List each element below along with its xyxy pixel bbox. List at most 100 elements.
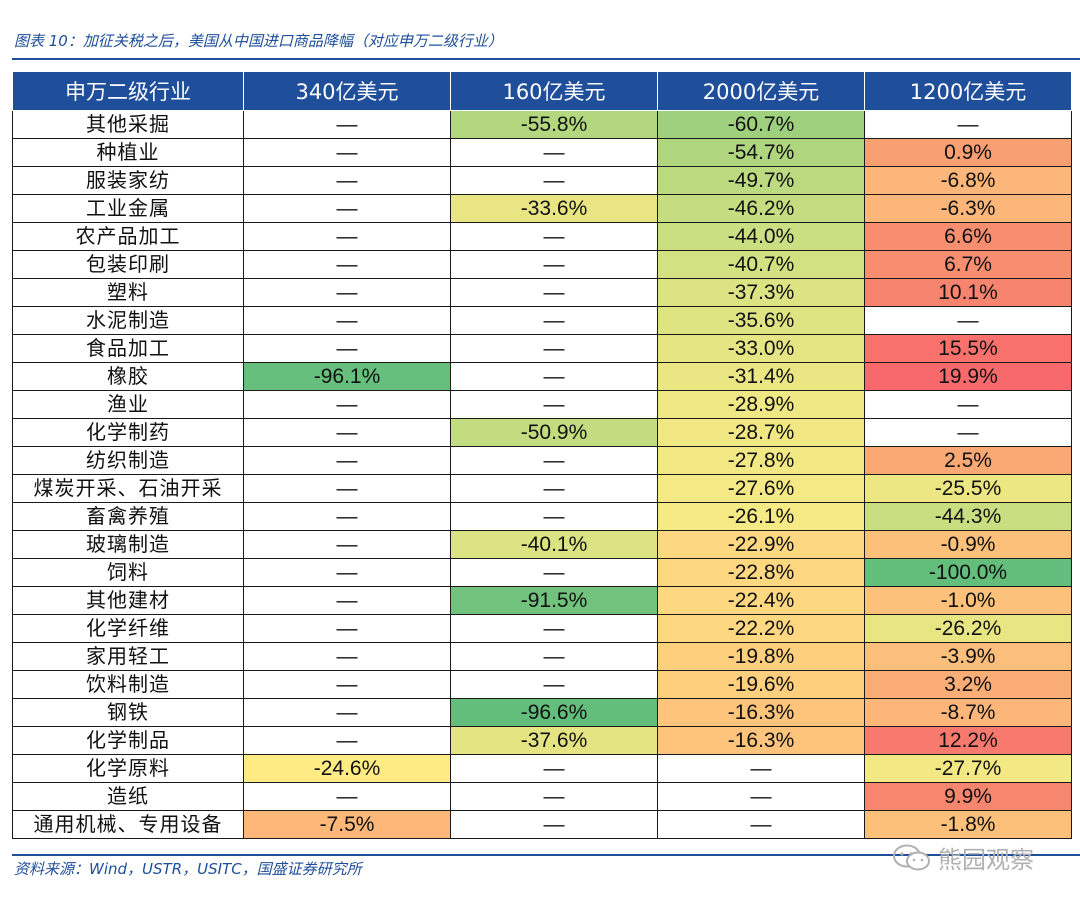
value-cell: — [864, 390, 1072, 419]
table-row: 其他采掘 — -55.8% -60.7% — [12, 110, 1072, 139]
table-row: 化学制品 — -37.6% -16.3% 12.2% [12, 726, 1072, 755]
value-cell: -28.7% [657, 418, 865, 447]
value-cell: -8.7% [864, 698, 1072, 727]
value-cell: — [243, 306, 451, 335]
industry-cell: 通用机械、专用设备 [12, 810, 244, 839]
value-cell: -44.3% [864, 502, 1072, 531]
value-cell: -26.2% [864, 614, 1072, 643]
value-cell: — [243, 586, 451, 615]
value-cell: — [450, 222, 658, 251]
value-cell: — [657, 754, 865, 783]
value-cell: -3.9% [864, 642, 1072, 671]
industry-cell: 橡胶 [12, 362, 244, 391]
value-cell: -40.7% [657, 250, 865, 279]
value-cell: -33.6% [450, 194, 658, 223]
value-cell: — [450, 810, 658, 839]
value-cell: -49.7% [657, 166, 865, 195]
title-divider [12, 58, 1080, 60]
value-cell: — [243, 194, 451, 223]
industry-cell: 饮料制造 [12, 670, 244, 699]
industry-cell: 包装印刷 [12, 250, 244, 279]
value-cell: -28.9% [657, 390, 865, 419]
industry-cell: 其他建材 [12, 586, 244, 615]
value-cell: -35.6% [657, 306, 865, 335]
value-cell: -37.3% [657, 278, 865, 307]
value-cell: 19.9% [864, 362, 1072, 391]
table-row: 食品加工 — — -33.0% 15.5% [12, 334, 1072, 363]
value-cell: 3.2% [864, 670, 1072, 699]
value-cell: — [243, 446, 451, 475]
value-cell: -24.6% [243, 754, 451, 783]
value-cell: — [450, 138, 658, 167]
table-row: 煤炭开采、石油开采 — — -27.6% -25.5% [12, 474, 1072, 503]
value-cell: — [243, 474, 451, 503]
table-row: 塑料 — — -37.3% 10.1% [12, 278, 1072, 307]
value-cell: -33.0% [657, 334, 865, 363]
table-row: 化学原料 -24.6% — — -27.7% [12, 754, 1072, 783]
value-cell: — [243, 726, 451, 755]
industry-cell: 玻璃制造 [12, 530, 244, 559]
table-row: 橡胶 -96.1% — -31.4% 19.9% [12, 362, 1072, 391]
value-cell: — [450, 502, 658, 531]
table-row: 种植业 — — -54.7% 0.9% [12, 138, 1072, 167]
table-row: 水泥制造 — — -35.6% — [12, 306, 1072, 335]
watermark: 熊园观察 [892, 840, 1034, 875]
value-cell: — [657, 810, 865, 839]
value-cell: — [450, 250, 658, 279]
column-header: 1200亿美元 [864, 71, 1072, 111]
value-cell: 9.9% [864, 782, 1072, 811]
industry-cell: 造纸 [12, 782, 244, 811]
value-cell: — [243, 782, 451, 811]
value-cell: -40.1% [450, 530, 658, 559]
value-cell: — [450, 614, 658, 643]
table-row: 农产品加工 — — -44.0% 6.6% [12, 222, 1072, 251]
table-row: 服装家纺 — — -49.7% -6.8% [12, 166, 1072, 195]
value-cell: -27.6% [657, 474, 865, 503]
industry-cell: 其他采掘 [12, 110, 244, 139]
value-cell: -27.8% [657, 446, 865, 475]
value-cell: -22.8% [657, 558, 865, 587]
value-cell: -100.0% [864, 558, 1072, 587]
value-cell: -22.9% [657, 530, 865, 559]
value-cell: — [450, 166, 658, 195]
industry-cell: 渔业 [12, 390, 244, 419]
industry-cell: 化学制药 [12, 418, 244, 447]
value-cell: -6.8% [864, 166, 1072, 195]
table-row: 通用机械、专用设备 -7.5% — — -1.8% [12, 810, 1072, 839]
table-row: 玻璃制造 — -40.1% -22.9% -0.9% [12, 530, 1072, 559]
value-cell: — [243, 530, 451, 559]
column-header: 160亿美元 [450, 71, 658, 111]
industry-cell: 化学原料 [12, 754, 244, 783]
value-cell: — [243, 222, 451, 251]
industry-cell: 农产品加工 [12, 222, 244, 251]
value-cell: -50.9% [450, 418, 658, 447]
value-cell: — [450, 446, 658, 475]
table-row: 其他建材 — -91.5% -22.4% -1.0% [12, 586, 1072, 615]
table-row: 畜禽养殖 — — -26.1% -44.3% [12, 502, 1072, 531]
value-cell: — [243, 250, 451, 279]
value-cell: — [243, 110, 451, 139]
value-cell: 6.6% [864, 222, 1072, 251]
table-row: 家用轻工 — — -19.8% -3.9% [12, 642, 1072, 671]
value-cell: — [243, 698, 451, 727]
table-header-row: 申万二级行业 340亿美元 160亿美元 2000亿美元 1200亿美元 [12, 71, 1072, 111]
value-cell: -6.3% [864, 194, 1072, 223]
industry-cell: 种植业 [12, 138, 244, 167]
table-row: 纺织制造 — — -27.8% 2.5% [12, 446, 1072, 475]
table-row: 工业金属 — -33.6% -46.2% -6.3% [12, 194, 1072, 223]
value-cell: -46.2% [657, 194, 865, 223]
value-cell: — [450, 278, 658, 307]
value-cell: — [243, 642, 451, 671]
value-cell: -1.8% [864, 810, 1072, 839]
value-cell: — [450, 558, 658, 587]
industry-cell: 服装家纺 [12, 166, 244, 195]
value-cell: 6.7% [864, 250, 1072, 279]
value-cell: — [450, 306, 658, 335]
value-cell: — [450, 754, 658, 783]
value-cell: — [864, 418, 1072, 447]
column-header: 2000亿美元 [657, 71, 865, 111]
industry-cell: 钢铁 [12, 698, 244, 727]
watermark-text: 熊园观察 [938, 846, 1034, 874]
value-cell: — [450, 362, 658, 391]
value-cell: 2.5% [864, 446, 1072, 475]
